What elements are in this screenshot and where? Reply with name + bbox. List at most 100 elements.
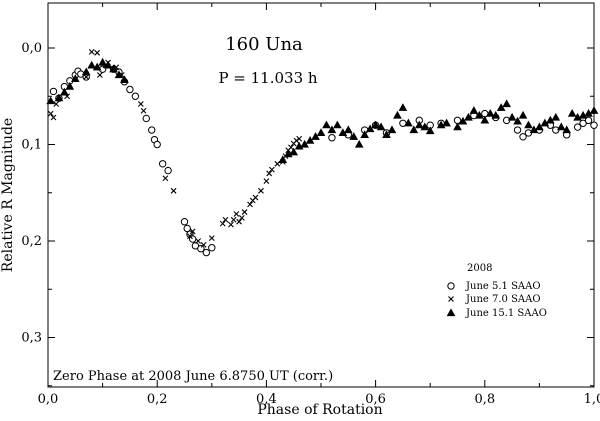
data-points: [46, 48, 599, 257]
data-point-cross-stroke: [53, 101, 60, 107]
data-point-cross-stroke: [263, 178, 270, 185]
data-point-cross: [288, 144, 294, 151]
data-point-cross-stroke: [296, 135, 303, 142]
data-point-cross-stroke: [238, 214, 245, 221]
data-point-cross-stroke: [200, 241, 207, 248]
data-point-cross: [222, 216, 229, 223]
data-point-circle: [153, 140, 161, 149]
data-point-cross: [266, 170, 273, 177]
data-point-triangle: [398, 103, 408, 111]
data-point-cross: [230, 216, 237, 223]
data-point-triangle: [65, 81, 75, 90]
data-point-triangle: [365, 124, 375, 133]
data-point-triangle: [371, 120, 380, 129]
data-point-triangle: [414, 120, 424, 129]
data-point-cross-stroke: [236, 218, 242, 225]
data-point-cross-stroke: [137, 101, 144, 107]
data-point-circle: [126, 85, 134, 94]
x-tick-label: 0,8: [474, 392, 495, 407]
data-point-triangle: [496, 103, 506, 111]
data-point-circle: [208, 244, 216, 252]
data-point-cross: [228, 221, 234, 228]
data-point-triangle: [46, 96, 56, 105]
data-point-triangle: [458, 116, 468, 125]
data-point-cross: [236, 218, 242, 225]
data-point-triangle: [409, 125, 419, 134]
data-point-circle: [573, 123, 582, 131]
data-point-cross-stroke: [162, 175, 169, 182]
data-point-triangle: [485, 109, 495, 117]
data-point-cross-stroke: [228, 221, 234, 228]
data-point-triangle: [507, 112, 517, 121]
data-point-triangle: [589, 106, 599, 114]
data-point-triangle: [567, 109, 577, 117]
data-point-cross: [241, 209, 248, 215]
data-point-triangle: [376, 122, 386, 131]
data-point-triangle: [354, 139, 364, 148]
data-point-triangle: [103, 60, 113, 69]
data-point-cross-stroke: [208, 235, 215, 241]
data-point-triangle: [60, 87, 69, 96]
x-axis-label: Phase of Rotation: [257, 402, 382, 418]
data-point-triangle: [349, 132, 359, 140]
series-3: [46, 57, 599, 164]
data-point-circle: [590, 121, 598, 129]
axis-ticks: [47, 3, 595, 387]
data-point-cross-stroke: [293, 137, 300, 144]
data-point-circle: [519, 133, 527, 141]
legend-marker-1: [447, 282, 455, 290]
data-point-cross-stroke: [195, 238, 202, 244]
data-point-cross-stroke: [241, 209, 248, 215]
x-tick-label: 0,2: [147, 392, 168, 407]
data-point-circle: [513, 126, 522, 134]
data-point-cross: [83, 74, 90, 80]
chart-subtitle: P = 11.033 h: [218, 69, 317, 87]
data-point-cross: [170, 187, 177, 194]
data-point-triangle: [327, 125, 337, 134]
data-point-triangle: [382, 130, 391, 138]
data-point-circle: [183, 224, 191, 233]
data-point-cross: [219, 220, 226, 227]
data-point-triangle: [513, 116, 522, 125]
y-tick-label: 0,3: [21, 331, 42, 346]
data-point-cross-stroke: [47, 110, 54, 117]
data-point-triangle: [343, 125, 353, 134]
legend-label-june-15: June 15.1 SAAO: [465, 308, 547, 319]
data-point-cross-stroke: [50, 114, 57, 121]
legend-marker-2-stroke: [448, 296, 454, 302]
data-point-cross: [200, 241, 207, 248]
data-point-triangle: [311, 132, 320, 140]
data-point-cross-stroke: [268, 166, 275, 173]
data-point-cross-stroke: [88, 48, 95, 55]
data-point-triangle: [92, 62, 102, 71]
legend: 2008 June 5.1 SAAO June 7.0 SAAO June 15…: [446, 263, 547, 319]
data-point-triangle: [98, 57, 107, 66]
data-point-triangle: [322, 120, 331, 129]
legend-label-june-5: June 5.1 SAAO: [465, 281, 541, 292]
legend-title: 2008: [467, 263, 492, 274]
data-point-circle: [180, 218, 189, 226]
data-point-cross: [263, 178, 270, 185]
y-axis-label: Relative R Magnitude: [0, 118, 16, 272]
data-point-cross: [187, 233, 193, 240]
data-point-cross: [238, 214, 245, 221]
data-point-cross: [137, 101, 144, 107]
chart-title: 160 Una: [225, 34, 303, 55]
zero-phase-annotation: Zero Phase at 2008 June 6.8750 UT (corr.…: [53, 369, 333, 384]
data-point-triangle: [289, 147, 299, 156]
data-point-triangle: [109, 64, 118, 73]
data-point-cross: [233, 211, 240, 217]
data-point-triangle: [54, 93, 64, 102]
data-point-cross: [162, 175, 169, 182]
data-point-cross-stroke: [170, 187, 177, 194]
data-point-circle: [328, 134, 336, 142]
data-point-circle: [148, 126, 156, 134]
data-point-triangle: [300, 139, 309, 148]
series-1: [49, 65, 598, 257]
data-point-triangle: [387, 125, 397, 134]
data-point-triangle: [524, 120, 533, 129]
data-point-cross: [50, 114, 57, 121]
data-point-cross: [293, 137, 300, 144]
legend-marker-2: [448, 296, 454, 302]
data-point-triangle: [70, 74, 80, 82]
